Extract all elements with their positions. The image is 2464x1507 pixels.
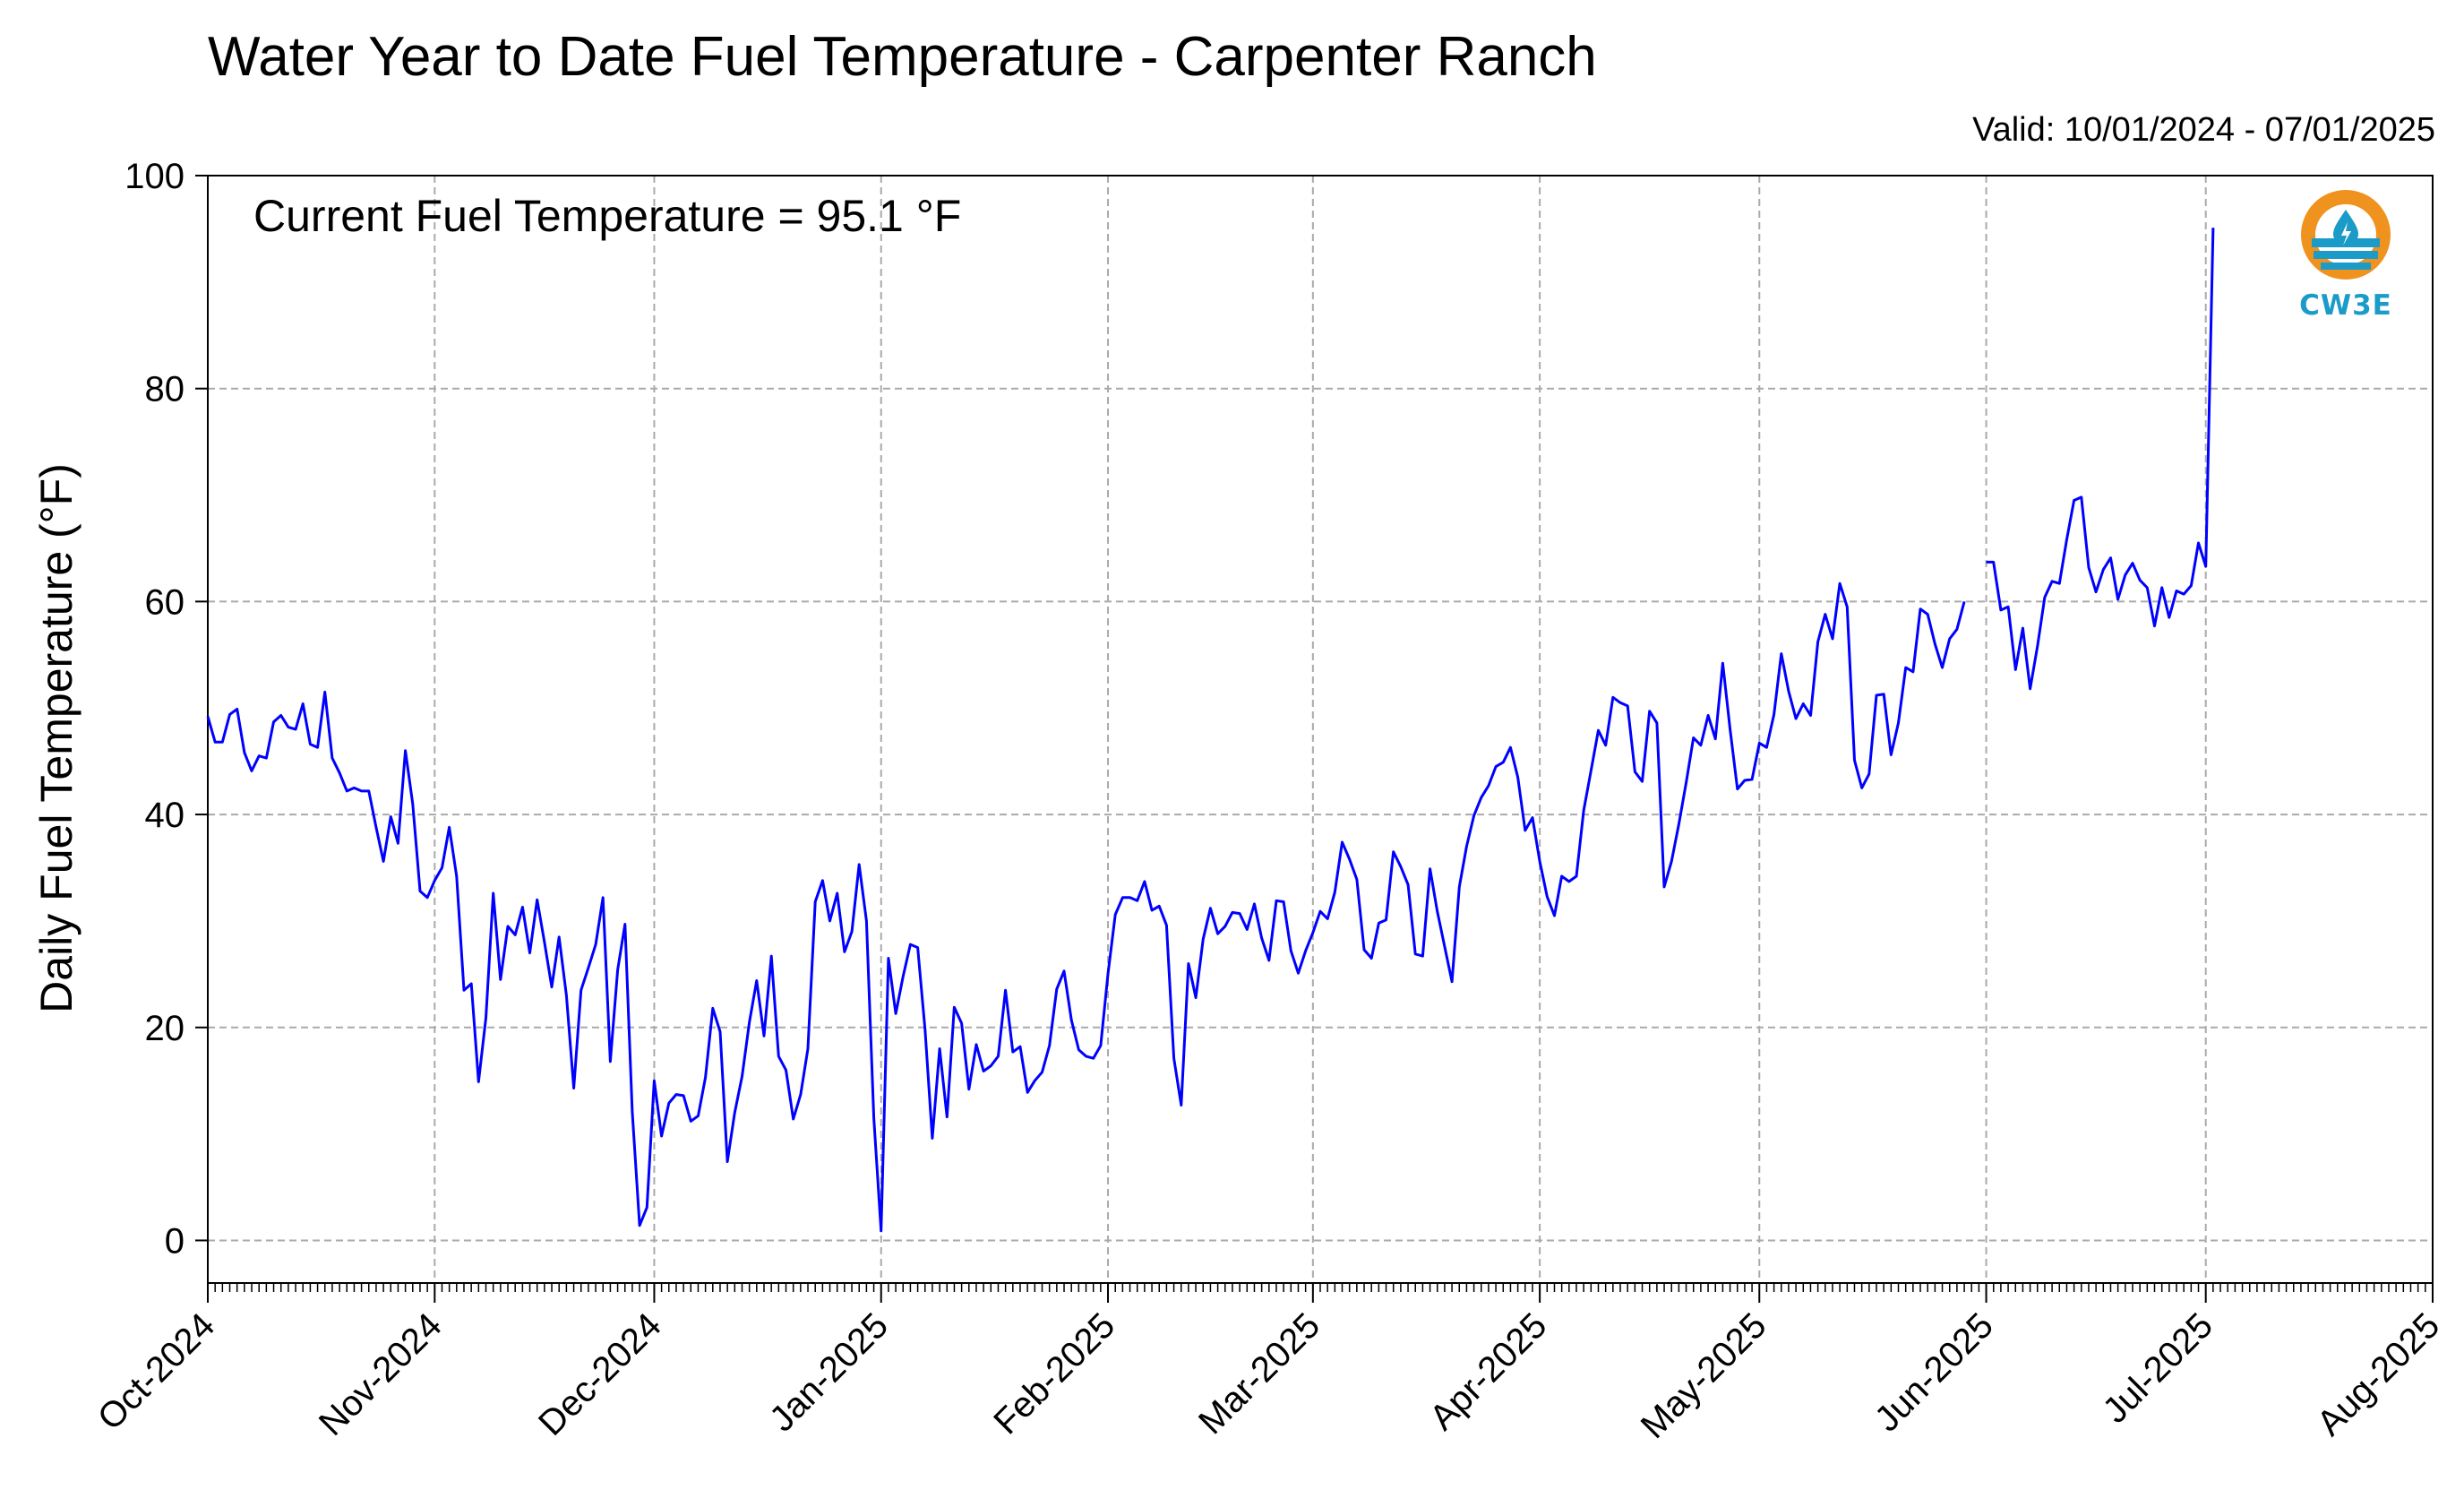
x-tick-label: Aug-2025 xyxy=(2310,1305,2448,1443)
current-fuel-temperature: Current Fuel Temperature = 95.1 °F xyxy=(253,191,962,241)
cw3e-logo: CW3E xyxy=(2282,186,2409,322)
x-tick-label: Nov-2024 xyxy=(312,1305,450,1443)
fuel-temperature-line xyxy=(206,581,1966,1233)
fuel-temperature-line xyxy=(1986,228,2215,691)
x-tick-label: Jul-2025 xyxy=(2095,1305,2220,1431)
x-tick-label: Oct-2024 xyxy=(90,1305,222,1437)
tick-labels: 0 20 40 60 80 100 Oct-2024 Nov-2024 Dec-2024 Jan-… xyxy=(90,157,2447,1446)
y-tick-label: 40 xyxy=(145,796,185,835)
x-tick-label: Jan-2025 xyxy=(762,1305,896,1439)
axis-ticks xyxy=(195,175,2434,1303)
x-tick-label: May-2025 xyxy=(1634,1305,1774,1446)
y-tick-label: 100 xyxy=(124,157,185,196)
logo-text: CW3E xyxy=(2299,289,2392,322)
x-tick-label: Feb-2025 xyxy=(986,1305,1122,1442)
valid-date-range: Valid: 10/01/2024 - 07/01/2025 xyxy=(1972,111,2435,149)
y-tick-label: 0 xyxy=(165,1221,185,1261)
x-tick-label: Mar-2025 xyxy=(1191,1305,1327,1442)
y-tick-label: 20 xyxy=(145,1009,185,1048)
y-axis-label: Daily Fuel Temperature (°F) xyxy=(31,463,82,1013)
x-tick-label: Jun-2025 xyxy=(1867,1305,2001,1439)
cw3e-logo-icon xyxy=(2301,190,2391,280)
y-tick-label: 60 xyxy=(145,582,185,622)
axes xyxy=(207,175,2434,1284)
series-lines xyxy=(206,228,2215,1233)
plot-area-border xyxy=(207,175,2434,1284)
x-tick-label: Dec-2024 xyxy=(531,1305,669,1443)
grid-lines xyxy=(208,176,2433,1283)
x-tick-label: Apr-2025 xyxy=(1422,1305,1554,1437)
y-tick-label: 80 xyxy=(145,370,185,409)
chart-title: Water Year to Date Fuel Temperature - Ca… xyxy=(208,26,1597,88)
